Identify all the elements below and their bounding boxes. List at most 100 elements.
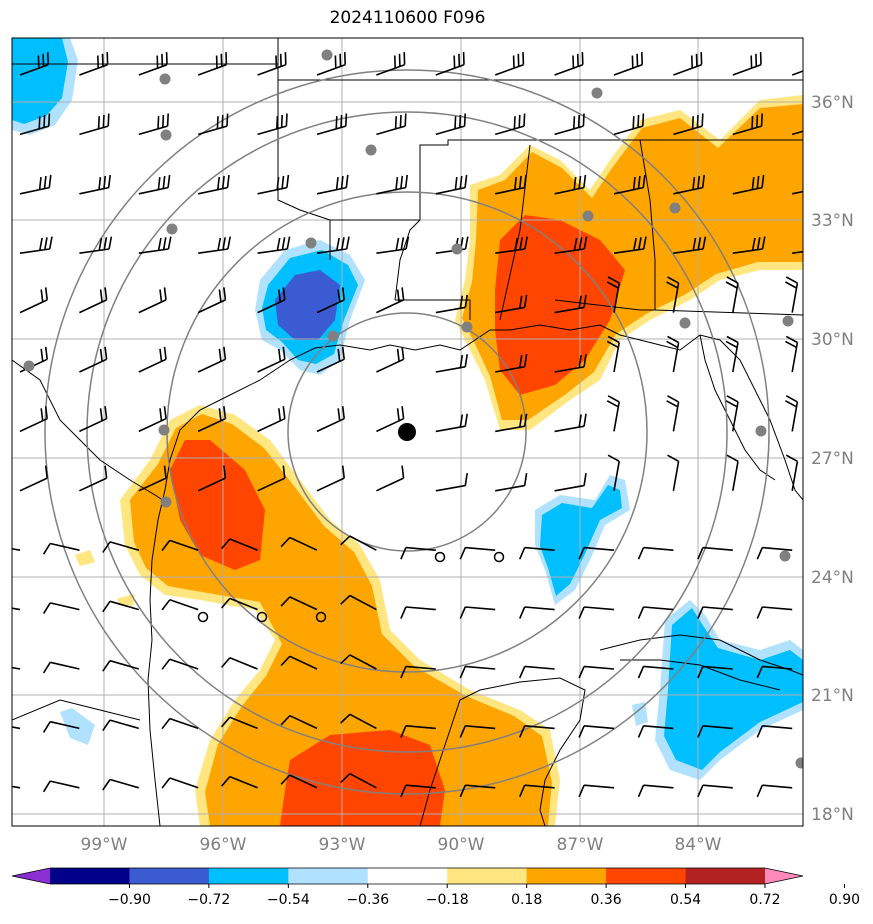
wind-barb xyxy=(79,346,108,373)
wind-barb xyxy=(725,276,739,313)
wind-barb xyxy=(340,654,377,670)
latitude-labels: 36°N 33°N 30°N 27°N 24°N 21°N 18°N xyxy=(811,93,854,825)
wind-barb xyxy=(257,287,286,314)
colorbar-tick-label: −0.54 xyxy=(267,892,310,908)
wind-barb xyxy=(673,236,707,254)
wind-barb xyxy=(613,236,647,254)
wind-barb xyxy=(340,772,377,789)
wind-barb xyxy=(280,536,318,551)
lon-label: 84°W xyxy=(675,835,722,855)
wind-barb xyxy=(435,413,468,433)
wind-barb xyxy=(606,276,620,313)
wind-barb xyxy=(400,784,436,798)
wind-barb xyxy=(220,775,258,789)
colorbar-tick-label: 0.18 xyxy=(511,892,542,908)
wind-barb xyxy=(554,413,587,433)
lon-label: 90°W xyxy=(438,835,485,855)
wind-barb xyxy=(79,406,108,433)
wind-barb xyxy=(673,52,703,76)
wind-barb xyxy=(518,606,555,619)
wind-barb xyxy=(376,465,405,492)
wind-barb xyxy=(197,406,227,433)
lon-label: 93°W xyxy=(319,835,366,855)
wind-barb xyxy=(42,542,80,555)
wind-barb xyxy=(756,606,793,619)
wind-barb xyxy=(197,52,228,76)
wind-barb xyxy=(79,174,111,195)
lat-label: 30°N xyxy=(811,330,854,350)
colorbar-segment xyxy=(685,868,766,884)
wind-barbs xyxy=(12,52,803,798)
wind-barb xyxy=(257,113,288,136)
colorbar-segment xyxy=(129,868,210,884)
wind-barb xyxy=(613,113,645,136)
wind-barb xyxy=(785,335,799,373)
wind-barb xyxy=(435,294,468,314)
wind-barb xyxy=(138,406,167,433)
wind-barb xyxy=(316,406,345,433)
wind-barb xyxy=(197,287,227,314)
wind-barb xyxy=(697,665,733,679)
wind-barb xyxy=(495,413,528,433)
lon-label: 99°W xyxy=(81,835,128,855)
wind-barb xyxy=(613,174,646,195)
colorbar-extend-high xyxy=(765,868,803,884)
wind-barb xyxy=(138,236,172,254)
wind-barb xyxy=(554,472,587,492)
lat-label: 18°N xyxy=(811,805,854,825)
wind-barb xyxy=(756,725,793,738)
wind-barb xyxy=(697,546,733,560)
wind-barb xyxy=(19,465,48,492)
wind-barb xyxy=(494,52,525,76)
wind-barb xyxy=(756,784,793,798)
wind-barb xyxy=(495,236,528,254)
colorbar-tick-label: −0.36 xyxy=(346,892,389,908)
lat-label: 21°N xyxy=(811,686,854,706)
colorbar-tick-label: 0.90 xyxy=(829,892,860,908)
wind-barb xyxy=(138,465,167,492)
wind-barb xyxy=(316,287,345,314)
wind-barb xyxy=(578,546,615,560)
wind-barb xyxy=(12,666,21,670)
wind-barb xyxy=(435,52,465,76)
wind-barb xyxy=(161,717,199,730)
colorbar-segment xyxy=(606,868,687,884)
wind-barb xyxy=(459,546,496,560)
wind-barb xyxy=(340,535,377,551)
wind-barb xyxy=(459,725,496,738)
wind-barb xyxy=(435,354,468,373)
wind-barb xyxy=(637,606,674,619)
wind-barb xyxy=(79,287,108,314)
colorbar-tick-label: 0.54 xyxy=(670,892,701,908)
wind-barb xyxy=(220,597,258,611)
wind-barb xyxy=(607,454,620,491)
wind-barb xyxy=(19,236,53,254)
wind-barb xyxy=(554,294,587,314)
station-markers xyxy=(23,49,803,769)
wind-barb xyxy=(42,661,80,674)
wind-barb xyxy=(138,346,167,373)
colorbar-tick-label: −0.90 xyxy=(108,892,151,908)
colorbar-segment xyxy=(288,868,369,884)
wind-barb xyxy=(495,354,528,373)
wind-barb xyxy=(732,174,765,195)
wind-barb xyxy=(340,594,377,611)
wind-barb xyxy=(280,774,318,789)
calm-markers xyxy=(197,551,505,623)
wind-barb xyxy=(12,607,21,611)
colorbar-extend-low xyxy=(12,868,50,884)
wind-barb xyxy=(220,538,258,551)
wind-barb xyxy=(197,465,227,492)
wind-barb xyxy=(756,665,793,679)
wind-barb xyxy=(637,725,674,738)
wind-barb xyxy=(161,777,199,789)
lat-label: 33°N xyxy=(811,211,854,231)
colorbar-segment xyxy=(447,868,528,884)
wind-barb xyxy=(102,719,140,732)
wind-barb xyxy=(102,541,140,553)
wind-barb xyxy=(316,174,349,195)
wind-barb xyxy=(785,454,799,491)
wind-barb xyxy=(376,287,405,314)
colorbar-segment xyxy=(50,868,130,884)
wind-barb xyxy=(197,346,227,373)
